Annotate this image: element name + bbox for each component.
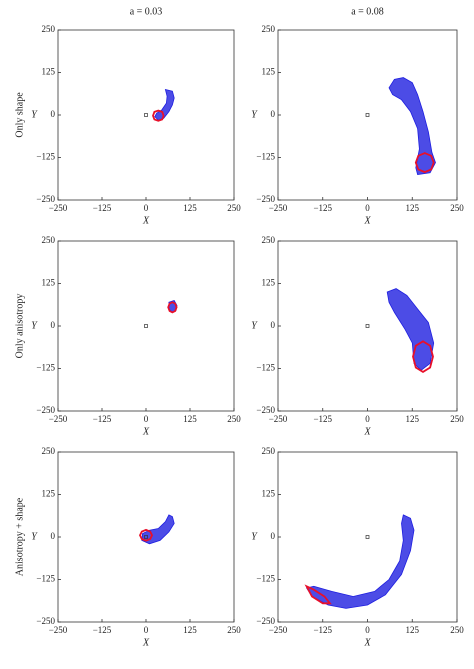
x-tick-label: 250	[227, 625, 241, 635]
x-tick-label: 250	[450, 203, 464, 213]
origin-marker	[144, 324, 148, 328]
y-tick-label: 0	[271, 531, 276, 541]
plot-frame	[277, 29, 458, 201]
y-tick-label: 0	[271, 109, 276, 119]
x-tick-label: 250	[450, 414, 464, 424]
column-title: a = 0.08	[351, 6, 384, 17]
y-tick-label: 250	[42, 24, 56, 34]
plot-frame	[277, 240, 458, 412]
x-tick-label: −250	[49, 203, 68, 213]
x-tick-label: 250	[450, 625, 464, 635]
x-tick-label: 125	[183, 414, 197, 424]
x-tick-label: −250	[269, 203, 288, 213]
y-axis-label: Y	[31, 320, 38, 331]
y-tick-label: 250	[262, 446, 276, 456]
x-tick-label: −125	[93, 414, 112, 424]
x-tick-label: 125	[406, 625, 420, 635]
x-tick-label: 125	[183, 203, 197, 213]
x-tick-label: 125	[406, 203, 420, 213]
y-tick-label: 125	[42, 278, 56, 288]
column-title: a = 0.03	[130, 6, 163, 17]
y-tick-label: 125	[42, 489, 56, 499]
x-tick-label: −125	[313, 625, 332, 635]
y-tick-label: 250	[42, 446, 56, 456]
final-contour	[152, 109, 165, 122]
x-tick-label: 125	[406, 414, 420, 424]
x-tick-label: 0	[144, 625, 149, 635]
y-tick-label: −125	[256, 574, 275, 584]
y-tick-label: 0	[51, 320, 56, 330]
x-tick-label: 0	[144, 414, 149, 424]
x-tick-label: −125	[313, 203, 332, 213]
x-tick-label: 125	[183, 625, 197, 635]
y-tick-label: 125	[262, 489, 276, 499]
final-contour	[414, 152, 435, 174]
final-contour	[304, 584, 332, 605]
x-tick-label: 0	[365, 625, 370, 635]
y-tick-label: 0	[51, 109, 56, 119]
y-tick-label: −125	[256, 363, 275, 373]
y-tick-label: −250	[256, 194, 275, 204]
y-axis-label: Y	[31, 531, 38, 542]
x-tick-label: −250	[49, 414, 68, 424]
y-axis-label: Y	[31, 109, 38, 120]
y-axis-label: Y	[251, 320, 258, 331]
trajectory-region	[141, 514, 175, 545]
origin-marker	[144, 113, 148, 117]
x-tick-label: −125	[93, 203, 112, 213]
row-label: Anisotropy + shape	[14, 497, 25, 576]
x-tick-label: 0	[365, 414, 370, 424]
trajectory-region	[386, 288, 435, 371]
x-tick-label: −250	[49, 625, 68, 635]
y-tick-label: −125	[36, 152, 55, 162]
x-tick-label: −125	[313, 414, 332, 424]
origin-marker	[144, 535, 148, 539]
y-tick-label: −125	[36, 574, 55, 584]
origin-marker	[365, 113, 370, 117]
y-tick-label: −250	[36, 616, 55, 626]
origin-marker	[365, 324, 370, 328]
x-axis-label: X	[142, 426, 150, 437]
x-tick-label: −250	[269, 625, 288, 635]
y-tick-label: −125	[256, 152, 275, 162]
row-label: Only anisotropy	[14, 294, 25, 359]
row-label: Only shape	[14, 92, 25, 138]
x-axis-label: X	[142, 215, 150, 226]
x-axis-label: X	[142, 637, 150, 648]
x-tick-label: 0	[144, 203, 149, 213]
y-tick-label: 125	[262, 67, 276, 77]
plot-frame	[57, 240, 235, 412]
y-tick-label: 125	[262, 278, 276, 288]
y-tick-label: 0	[51, 531, 56, 541]
x-tick-label: 250	[227, 203, 241, 213]
x-tick-label: 250	[227, 414, 241, 424]
y-tick-label: 250	[42, 235, 56, 245]
y-tick-label: −250	[36, 405, 55, 415]
final-contour	[138, 528, 154, 542]
y-tick-label: 125	[42, 67, 56, 77]
x-axis-label: X	[363, 215, 371, 226]
y-axis-label: Y	[251, 109, 258, 120]
y-tick-label: −250	[36, 194, 55, 204]
y-tick-label: 250	[262, 235, 276, 245]
y-axis-label: Y	[251, 531, 258, 542]
y-tick-label: −250	[256, 616, 275, 626]
final-contour	[412, 340, 434, 373]
x-tick-label: −250	[269, 414, 288, 424]
x-tick-label: −125	[93, 625, 112, 635]
y-tick-label: 0	[271, 320, 276, 330]
final-contour	[167, 301, 178, 314]
trajectory-region	[388, 77, 436, 175]
x-tick-label: 0	[365, 203, 370, 213]
origin-marker	[365, 535, 370, 539]
trajectory-region	[154, 88, 175, 121]
x-axis-label: X	[363, 426, 371, 437]
y-tick-label: 250	[262, 24, 276, 34]
x-axis-label: X	[363, 637, 371, 648]
y-tick-label: −250	[256, 405, 275, 415]
plot-frame	[57, 29, 235, 201]
y-tick-label: −125	[36, 363, 55, 373]
